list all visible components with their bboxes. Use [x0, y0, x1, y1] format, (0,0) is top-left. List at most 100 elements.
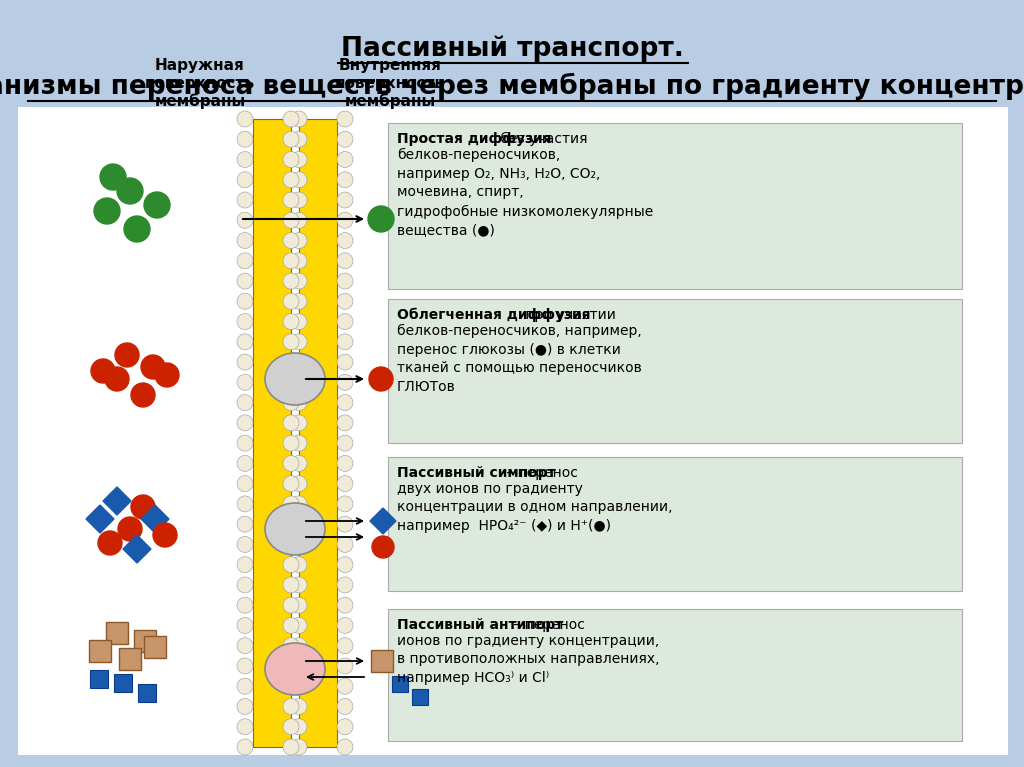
- Circle shape: [237, 314, 253, 330]
- Polygon shape: [141, 505, 169, 533]
- Circle shape: [237, 253, 253, 268]
- Text: белков-переносчиков, например,
перенос глюкозы (●) в клетки
тканей с помощью пер: белков-переносчиков, например, перенос г…: [397, 324, 642, 394]
- Circle shape: [291, 597, 307, 613]
- Circle shape: [337, 719, 353, 735]
- Circle shape: [237, 678, 253, 694]
- Circle shape: [291, 111, 307, 127]
- Circle shape: [237, 739, 253, 755]
- Circle shape: [237, 273, 253, 289]
- Polygon shape: [103, 487, 131, 515]
- Circle shape: [283, 354, 299, 370]
- Circle shape: [291, 699, 307, 715]
- Circle shape: [237, 212, 253, 229]
- Circle shape: [291, 314, 307, 330]
- Circle shape: [105, 367, 129, 391]
- Circle shape: [283, 415, 299, 431]
- Circle shape: [124, 216, 150, 242]
- Circle shape: [237, 557, 253, 573]
- Text: белков-переносчиков,
например O₂, NH₃, H₂O, CO₂,
мочевина, спирт,
гидрофобные ни: белков-переносчиков, например O₂, NH₃, H…: [397, 147, 653, 238]
- Circle shape: [237, 637, 253, 653]
- Text: Наружная
поверхность
мембраны: Наружная поверхность мембраны: [145, 58, 255, 109]
- Circle shape: [291, 617, 307, 634]
- Circle shape: [153, 523, 177, 547]
- Circle shape: [337, 374, 353, 390]
- Circle shape: [337, 415, 353, 431]
- Circle shape: [372, 536, 394, 558]
- Circle shape: [337, 536, 353, 552]
- Circle shape: [291, 678, 307, 694]
- Circle shape: [283, 212, 299, 229]
- Circle shape: [283, 131, 299, 147]
- Circle shape: [337, 394, 353, 410]
- Circle shape: [100, 164, 126, 190]
- Circle shape: [291, 415, 307, 431]
- Circle shape: [237, 456, 253, 472]
- Text: – перенос: – перенос: [509, 618, 585, 632]
- FancyBboxPatch shape: [119, 648, 141, 670]
- Text: Простая диффузия: Простая диффузия: [397, 132, 552, 146]
- FancyBboxPatch shape: [106, 622, 128, 644]
- FancyBboxPatch shape: [371, 650, 393, 672]
- Circle shape: [283, 192, 299, 208]
- Circle shape: [337, 212, 353, 229]
- Circle shape: [144, 192, 170, 218]
- Circle shape: [291, 496, 307, 512]
- Circle shape: [337, 456, 353, 472]
- Circle shape: [337, 617, 353, 634]
- Circle shape: [283, 456, 299, 472]
- FancyBboxPatch shape: [392, 676, 408, 692]
- Circle shape: [283, 699, 299, 715]
- Circle shape: [237, 516, 253, 532]
- Polygon shape: [86, 505, 114, 533]
- Text: Механизмы переноса веществ через мембраны по градиенту концентрации: Механизмы переноса веществ через мембран…: [0, 72, 1024, 100]
- Ellipse shape: [265, 353, 325, 405]
- Circle shape: [283, 374, 299, 390]
- Circle shape: [291, 131, 307, 147]
- Circle shape: [337, 435, 353, 451]
- Circle shape: [283, 617, 299, 634]
- Circle shape: [337, 476, 353, 492]
- Circle shape: [237, 617, 253, 634]
- Circle shape: [283, 334, 299, 350]
- Circle shape: [283, 516, 299, 532]
- Circle shape: [291, 273, 307, 289]
- Circle shape: [291, 739, 307, 755]
- Circle shape: [369, 367, 393, 391]
- Circle shape: [337, 232, 353, 249]
- Circle shape: [291, 152, 307, 167]
- Circle shape: [91, 359, 115, 383]
- Circle shape: [237, 354, 253, 370]
- Circle shape: [337, 192, 353, 208]
- Circle shape: [283, 597, 299, 613]
- Circle shape: [131, 495, 155, 519]
- Ellipse shape: [265, 643, 325, 695]
- Circle shape: [291, 172, 307, 188]
- Circle shape: [283, 152, 299, 167]
- Circle shape: [291, 719, 307, 735]
- Circle shape: [283, 577, 299, 593]
- Circle shape: [337, 637, 353, 653]
- Circle shape: [283, 536, 299, 552]
- Circle shape: [337, 253, 353, 268]
- Circle shape: [337, 516, 353, 532]
- Circle shape: [237, 719, 253, 735]
- Circle shape: [337, 314, 353, 330]
- Circle shape: [283, 476, 299, 492]
- Circle shape: [291, 394, 307, 410]
- Circle shape: [283, 232, 299, 249]
- Circle shape: [237, 334, 253, 350]
- Polygon shape: [370, 508, 396, 534]
- Circle shape: [237, 394, 253, 410]
- Circle shape: [237, 536, 253, 552]
- Circle shape: [237, 496, 253, 512]
- Circle shape: [291, 374, 307, 390]
- Circle shape: [291, 192, 307, 208]
- Circle shape: [291, 354, 307, 370]
- FancyBboxPatch shape: [138, 684, 156, 702]
- Circle shape: [337, 658, 353, 674]
- Text: Внутренняя
поверхность
мембраны: Внутренняя поверхность мембраны: [335, 58, 445, 109]
- Circle shape: [237, 111, 253, 127]
- Circle shape: [368, 206, 394, 232]
- Circle shape: [291, 456, 307, 472]
- Circle shape: [283, 719, 299, 735]
